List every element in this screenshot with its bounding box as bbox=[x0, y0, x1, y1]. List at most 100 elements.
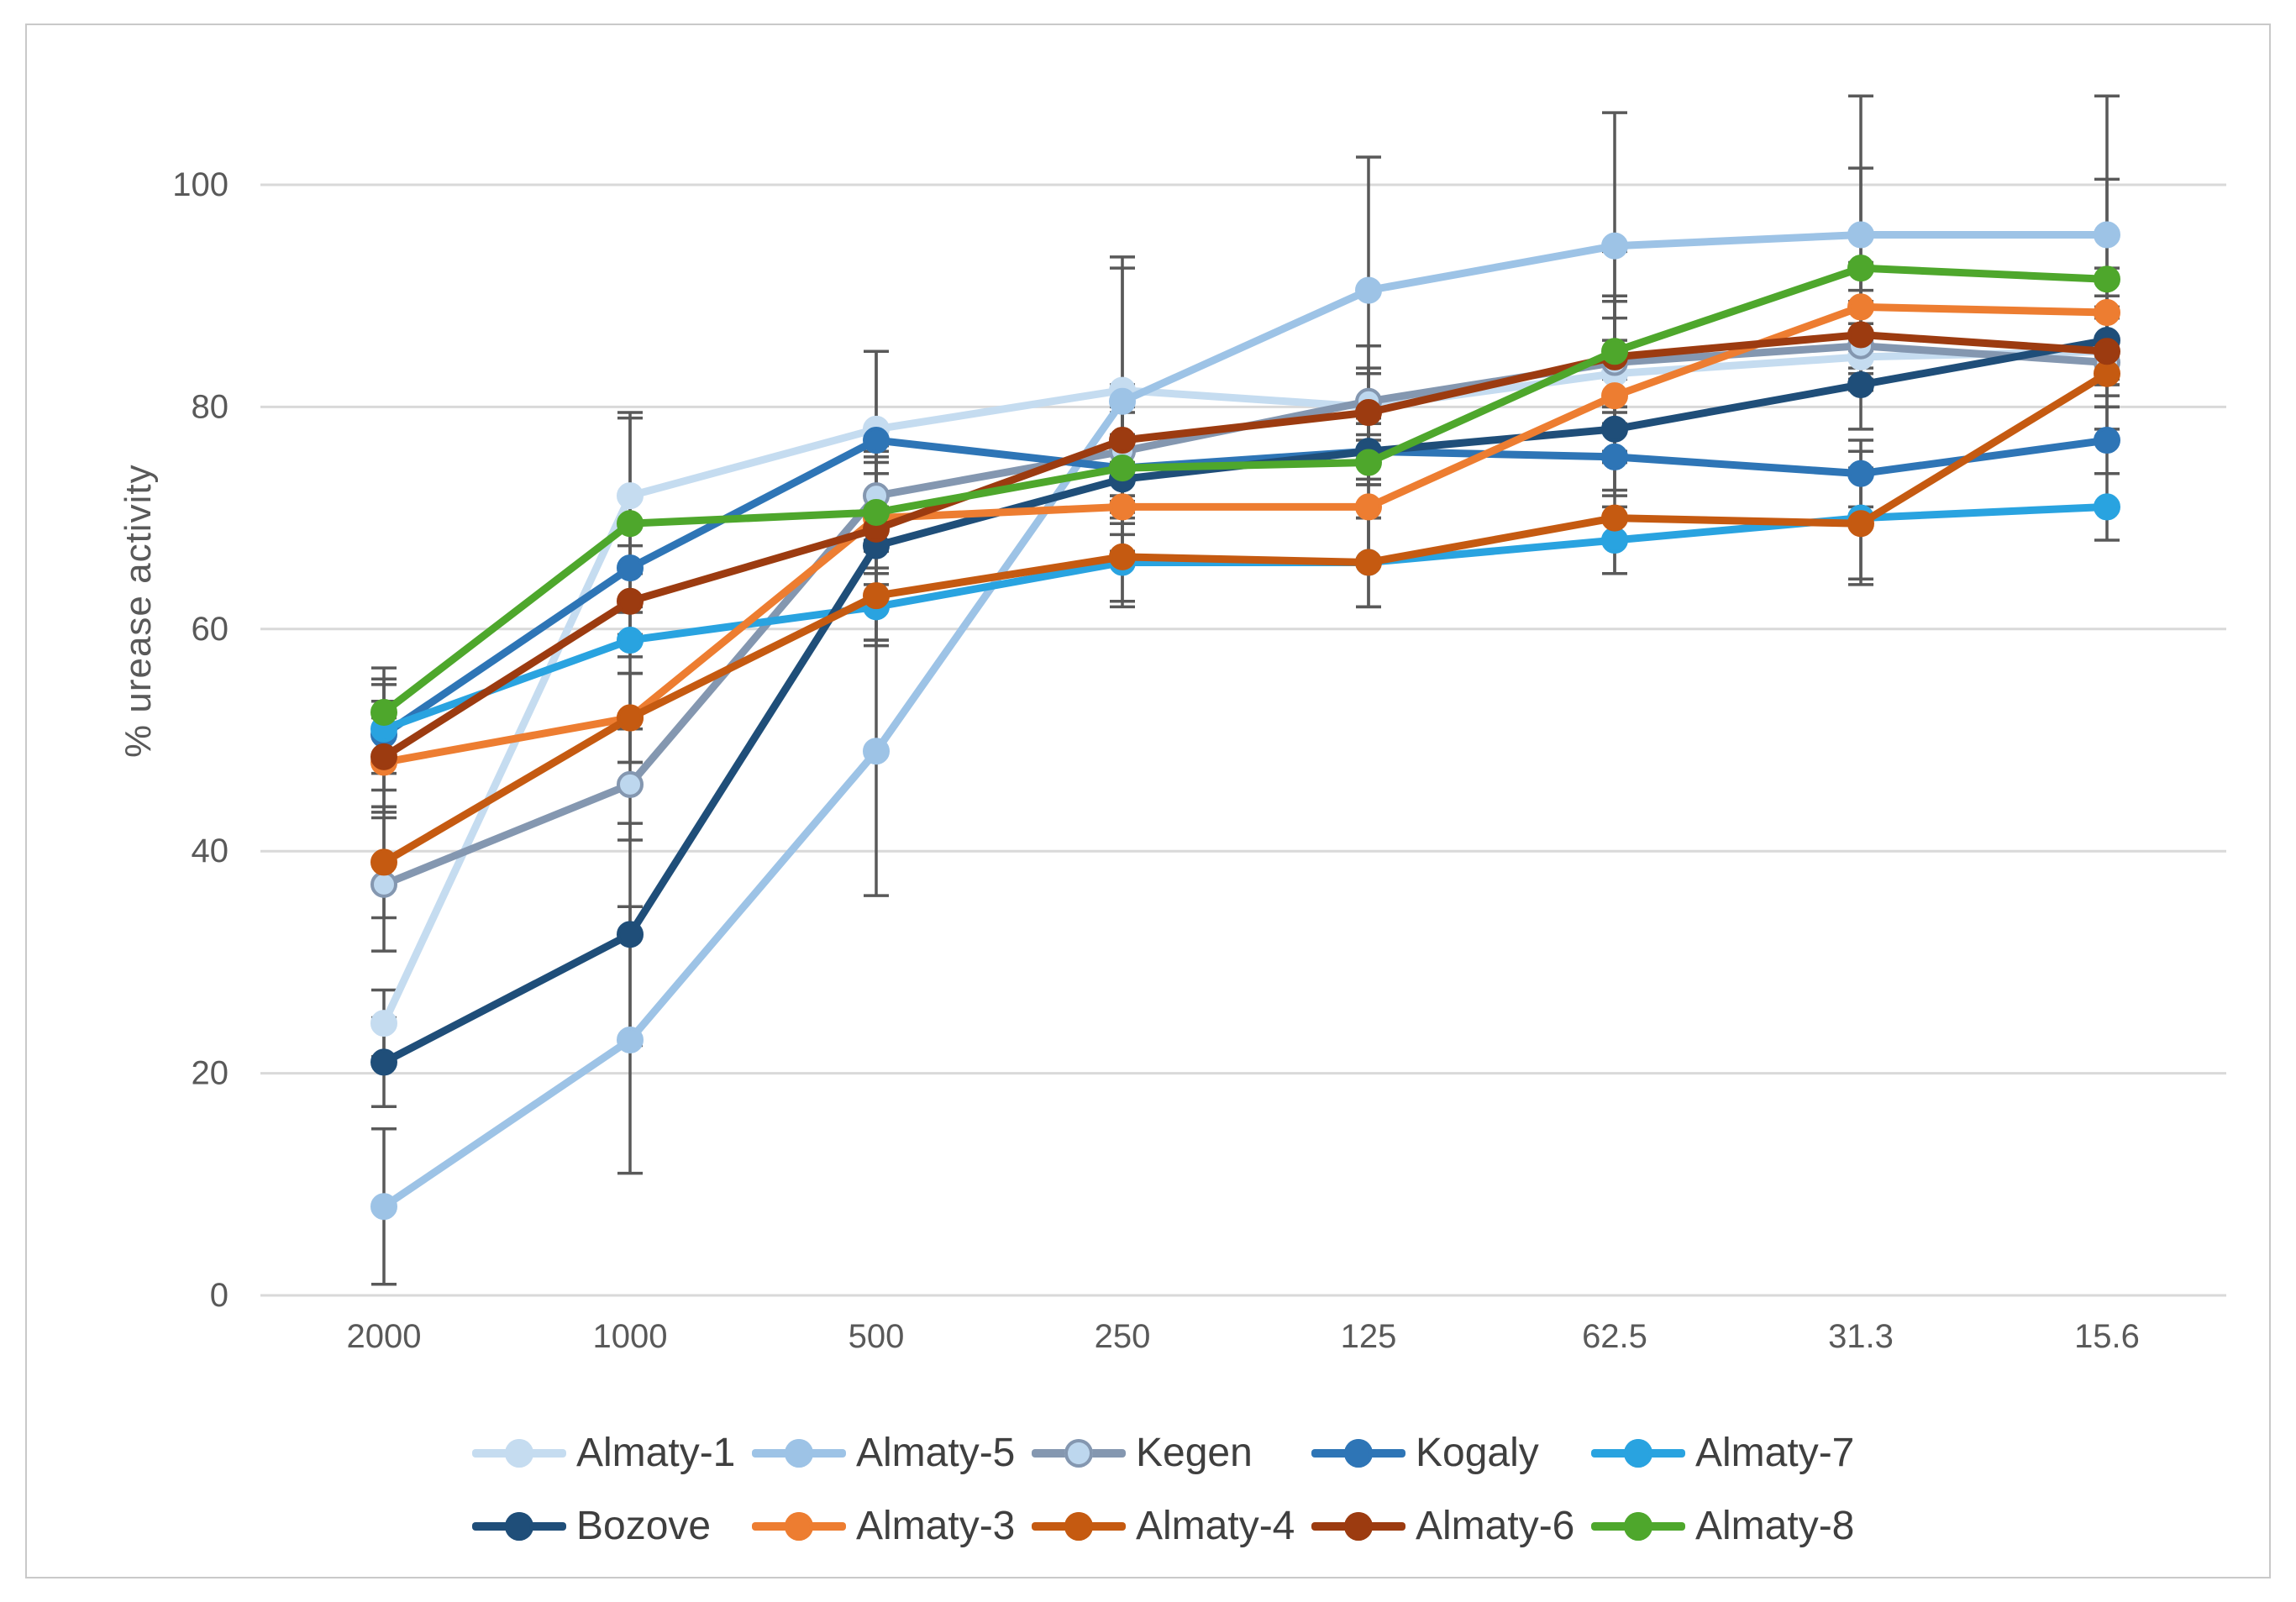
data-point-marker bbox=[1601, 382, 1628, 410]
legend-marker-dot-icon bbox=[1344, 1511, 1373, 1541]
data-point-marker bbox=[370, 848, 397, 876]
data-point-marker bbox=[1109, 387, 1136, 415]
x-tick-label: 31.3 bbox=[1828, 1318, 1894, 1355]
legend-marker-dot-icon bbox=[785, 1438, 813, 1468]
y-tick-label: 0 bbox=[210, 1277, 229, 1314]
legend-item-almaty-8: Almaty-8 bbox=[1591, 1503, 1871, 1549]
legend-item-bozove: Bozove bbox=[472, 1503, 752, 1549]
data-point-marker bbox=[617, 921, 644, 948]
line-chart-canvas: 0 20 40 60 80 100 2000 1000 500 250 125 62.5 31.3 15.… bbox=[172, 94, 2226, 1355]
legend-line-marker-icon bbox=[752, 1438, 846, 1468]
x-axis-tick-labels: 2000 1000 500 250 125 62.5 31.3 15.6 bbox=[347, 1318, 2140, 1355]
legend-label: Almaty-1 bbox=[576, 1431, 736, 1475]
data-point-marker bbox=[617, 554, 644, 582]
data-point-marker bbox=[370, 1193, 397, 1221]
y-tick-label: 20 bbox=[192, 1055, 229, 1092]
x-tick-label: 62.5 bbox=[1582, 1318, 1647, 1355]
legend-label: Almaty-4 bbox=[1136, 1504, 1295, 1548]
legend-line-marker-icon bbox=[1032, 1511, 1126, 1541]
data-point-marker bbox=[1847, 321, 1874, 349]
x-tick-label: 250 bbox=[1095, 1318, 1151, 1355]
data-point-marker bbox=[617, 704, 644, 732]
legend-line-marker-icon bbox=[1591, 1438, 1685, 1468]
series-almaty-4 bbox=[370, 360, 2120, 876]
legend-item-kogaly: Kogaly bbox=[1311, 1430, 1591, 1476]
data-point-marker bbox=[1355, 549, 1382, 576]
legend-label: Almaty-8 bbox=[1695, 1504, 1855, 1548]
series-line bbox=[380, 302, 2111, 766]
data-point-marker bbox=[1601, 504, 1628, 532]
legend-marker-dot-icon bbox=[1344, 1438, 1373, 1468]
series-almaty-6 bbox=[370, 321, 2120, 770]
legend-row: Bozove Almaty-3 Almaty-4 Almaty-6 Almaty-8 bbox=[472, 1503, 1871, 1549]
data-point-marker bbox=[1847, 510, 1874, 538]
data-point-marker bbox=[617, 627, 644, 654]
data-point-marker bbox=[370, 1048, 397, 1076]
data-point-marker bbox=[1355, 276, 1382, 304]
x-tick-label: 1000 bbox=[593, 1318, 668, 1355]
legend-label: Almaty-6 bbox=[1416, 1504, 1575, 1548]
data-point-marker bbox=[2094, 221, 2120, 249]
y-tick-label: 40 bbox=[192, 833, 229, 869]
legend-item-kegen: Kegen bbox=[1032, 1430, 1311, 1476]
data-point-marker bbox=[370, 743, 397, 770]
legend-label: Almaty-7 bbox=[1695, 1431, 1855, 1475]
series-line bbox=[380, 330, 2111, 761]
data-point-marker bbox=[1109, 543, 1136, 570]
legend-item-almaty-7: Almaty-7 bbox=[1591, 1430, 1871, 1476]
data-point-marker bbox=[1355, 449, 1382, 476]
legend-line-marker-icon bbox=[1311, 1511, 1405, 1541]
series-line bbox=[380, 336, 2111, 1066]
data-point-marker bbox=[617, 510, 644, 538]
legend-line-marker-icon bbox=[752, 1511, 846, 1541]
data-point-marker bbox=[2094, 360, 2120, 387]
legend-item-almaty-5: Almaty-5 bbox=[752, 1430, 1032, 1476]
data-point-marker bbox=[1601, 338, 1628, 365]
chart-figure: 0 20 40 60 80 100 2000 1000 500 250 125 62.5 31.3 15.… bbox=[25, 24, 2271, 1578]
legend-marker-dot-icon bbox=[1624, 1438, 1652, 1468]
data-point-marker bbox=[2094, 427, 2120, 454]
legend-label: Bozove bbox=[576, 1504, 712, 1548]
legend-label: Kogaly bbox=[1416, 1431, 1539, 1475]
x-tick-label: 125 bbox=[1341, 1318, 1397, 1355]
legend-item-almaty-6: Almaty-6 bbox=[1311, 1503, 1591, 1549]
data-point-marker bbox=[1601, 443, 1628, 470]
legend-marker-dot-icon bbox=[785, 1511, 813, 1541]
legend-marker-dot-icon bbox=[505, 1511, 533, 1541]
legend-line-marker-icon bbox=[1591, 1511, 1685, 1541]
legend-label: Almaty-3 bbox=[856, 1504, 1016, 1548]
data-point-marker bbox=[1847, 370, 1874, 398]
data-point-marker bbox=[2094, 265, 2120, 293]
y-axis-tick-labels: 0 20 40 60 80 100 bbox=[172, 166, 229, 1314]
data-point-marker bbox=[617, 770, 644, 798]
data-point-marker bbox=[1109, 454, 1136, 482]
data-point-marker bbox=[1847, 293, 1874, 321]
data-point-marker bbox=[1847, 221, 1874, 249]
legend-marker-dot-icon bbox=[1624, 1511, 1652, 1541]
y-tick-label: 80 bbox=[192, 388, 229, 425]
data-point-marker bbox=[2094, 338, 2120, 365]
data-point-marker bbox=[863, 498, 890, 526]
legend-line-marker-icon bbox=[1311, 1438, 1405, 1468]
data-point-marker bbox=[1847, 460, 1874, 487]
data-point-marker bbox=[370, 698, 397, 726]
series-line bbox=[380, 436, 2111, 738]
x-tick-label: 500 bbox=[849, 1318, 905, 1355]
data-point-marker bbox=[370, 1010, 397, 1037]
series-line bbox=[380, 264, 2111, 717]
y-axis-title: % urease activity bbox=[118, 464, 159, 758]
x-tick-label: 15.6 bbox=[2074, 1318, 2140, 1355]
series-line bbox=[380, 502, 2111, 733]
data-point-marker bbox=[617, 1026, 644, 1053]
legend-item-almaty-4: Almaty-4 bbox=[1032, 1503, 1311, 1549]
chart-legend: Almaty-1 Almaty-5 Kegen Kogaly Almaty-7 Bozov… bbox=[472, 1430, 1871, 1549]
series-kogaly bbox=[370, 427, 2120, 748]
data-point-marker bbox=[863, 427, 890, 454]
legend-marker-dot-icon bbox=[1064, 1438, 1093, 1468]
data-point-marker bbox=[370, 870, 397, 898]
data-point-marker bbox=[1847, 255, 1874, 282]
legend-label: Kegen bbox=[1136, 1431, 1253, 1475]
series-line bbox=[380, 370, 2111, 866]
data-point-marker bbox=[617, 482, 644, 510]
legend-line-marker-icon bbox=[472, 1511, 566, 1541]
